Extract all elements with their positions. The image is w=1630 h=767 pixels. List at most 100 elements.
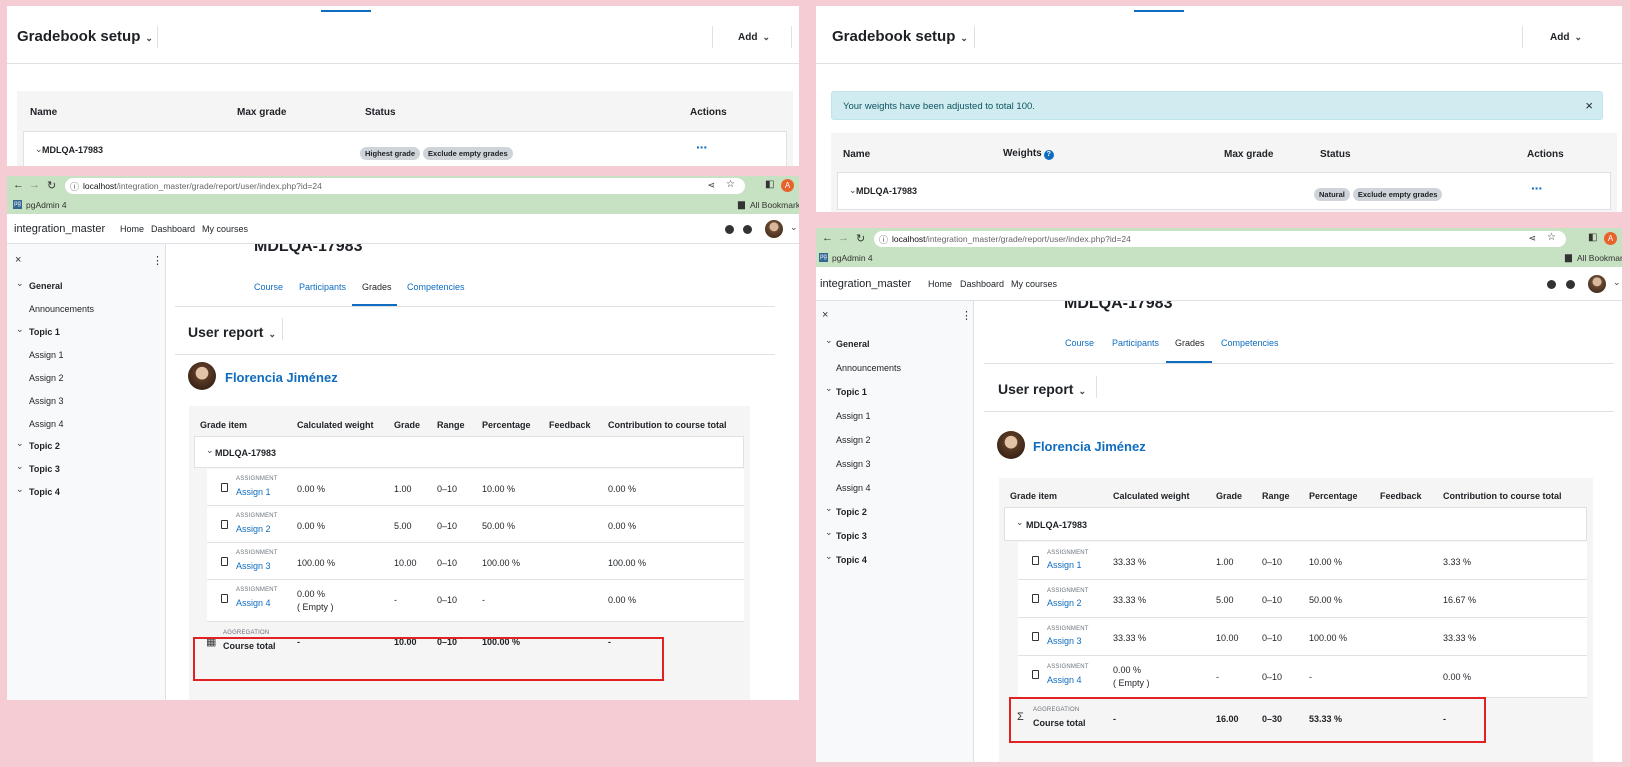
report-selector[interactable]: User report ⌄ [998, 381, 1087, 397]
chevron-down-icon[interactable]: ⌄ [16, 324, 24, 334]
tab-participants[interactable]: Participants [299, 282, 347, 292]
nav-my-courses[interactable]: My courses [202, 224, 249, 234]
all-bookmarks[interactable]: All Bookmarks [750, 200, 799, 210]
reload-icon[interactable]: ↻ [856, 233, 866, 245]
chevron-down-icon[interactable]: ⌄ [16, 484, 24, 494]
bookmark-pgadmin[interactable]: pgAdmin 4 [832, 253, 873, 263]
nav-dashboard[interactable]: Dashboard [960, 279, 1005, 289]
item-name[interactable]: Assign 2 [1047, 598, 1082, 608]
student-name[interactable]: Florencia Jiménez [225, 370, 338, 385]
report-selector[interactable]: User report ⌄ [188, 324, 277, 340]
section-topic-4[interactable]: Topic 4 [29, 487, 60, 497]
kebab-menu-icon[interactable]: ⋮ [961, 310, 972, 322]
section-general[interactable]: General [29, 281, 63, 291]
add-button[interactable]: Add ⌄ [1550, 32, 1582, 43]
section-topic-4[interactable]: Topic 4 [836, 555, 867, 565]
nav-home[interactable]: Home [928, 279, 953, 289]
section-topic-2[interactable]: Topic 2 [836, 507, 867, 517]
item-assign-3[interactable]: Assign 3 [29, 396, 64, 406]
url-bar[interactable]: ⓘ localhost/integration_master/grade/rep… [874, 231, 1566, 247]
chevron-down-icon[interactable]: ⌄ [825, 383, 833, 393]
user-avatar[interactable] [765, 220, 783, 238]
section-topic-3[interactable]: Topic 3 [29, 464, 60, 474]
student-name[interactable]: Florencia Jiménez [1033, 439, 1146, 454]
chevron-down-icon[interactable]: ⌄ [1613, 277, 1621, 287]
actions-menu-icon[interactable]: ··· [696, 139, 708, 155]
tab-grades[interactable]: Grades [362, 282, 392, 292]
share-icon[interactable]: ⋖ [707, 180, 715, 190]
tab-participants[interactable]: Participants [1112, 338, 1160, 348]
star-icon[interactable]: ☆ [1547, 232, 1556, 243]
close-icon[interactable]: × [822, 309, 829, 321]
chevron-down-icon[interactable]: ⌄ [849, 185, 857, 195]
profile-avatar[interactable]: A [781, 179, 794, 192]
kebab-menu-icon[interactable]: ⋮ [152, 255, 163, 267]
forward-icon[interactable]: → [838, 232, 849, 244]
item-name[interactable]: Assign 1 [1047, 560, 1082, 570]
item-assign-2[interactable]: Assign 2 [29, 373, 64, 383]
chat-icon[interactable] [1566, 280, 1575, 289]
sidepanel-icon[interactable]: ◧ [765, 179, 775, 190]
nav-home[interactable]: Home [120, 224, 145, 234]
chat-icon[interactable] [743, 225, 752, 234]
item-name[interactable]: Assign 2 [236, 524, 271, 534]
gradebook-title-menu[interactable]: Gradebook setup ⌄ [832, 28, 968, 45]
section-general[interactable]: General [836, 339, 870, 349]
item-assign-1[interactable]: Assign 1 [29, 350, 64, 360]
tab-course[interactable]: Course [1065, 338, 1095, 348]
chevron-down-icon[interactable]: ⌄ [206, 445, 214, 455]
section-topic-1[interactable]: Topic 1 [29, 327, 60, 337]
sidepanel-icon[interactable]: ◧ [1588, 232, 1598, 243]
item-name[interactable]: Assign 4 [1047, 675, 1082, 685]
nav-my-courses[interactable]: My courses [1011, 279, 1058, 289]
item-assign-1[interactable]: Assign 1 [836, 411, 871, 421]
forward-icon[interactable]: → [29, 179, 40, 191]
close-icon[interactable]: × [1585, 98, 1593, 113]
item-name[interactable]: Assign 1 [236, 487, 271, 497]
star-icon[interactable]: ☆ [726, 179, 735, 190]
add-button[interactable]: Add ⌄ [738, 32, 770, 43]
profile-avatar[interactable]: A [1604, 232, 1617, 245]
nav-dashboard[interactable]: Dashboard [151, 224, 196, 234]
bookmark-pgadmin[interactable]: pgAdmin 4 [26, 200, 67, 210]
item-assign-3[interactable]: Assign 3 [836, 459, 871, 469]
actions-menu-icon[interactable]: ··· [1531, 180, 1543, 196]
item-announcements[interactable]: Announcements [836, 363, 902, 373]
item-name[interactable]: Assign 4 [236, 598, 271, 608]
section-topic-2[interactable]: Topic 2 [29, 441, 60, 451]
back-icon[interactable]: ← [13, 179, 24, 191]
chevron-down-icon[interactable]: ⌄ [825, 335, 833, 345]
site-brand[interactable]: integration_master [14, 223, 106, 235]
item-announcements[interactable]: Announcements [29, 304, 95, 314]
item-assign-4[interactable]: Assign 4 [836, 483, 871, 493]
chevron-down-icon[interactable]: ⌄ [16, 278, 24, 288]
chevron-down-icon[interactable]: ⌄ [16, 438, 24, 448]
gradebook-title-menu[interactable]: Gradebook setup ⌄ [17, 28, 153, 45]
tab-competencies[interactable]: Competencies [407, 282, 465, 292]
url-bar[interactable]: ⓘ localhost/integration_master/grade/rep… [65, 178, 745, 194]
reload-icon[interactable]: ↻ [47, 180, 57, 192]
close-icon[interactable]: × [15, 254, 22, 266]
chevron-down-icon[interactable]: ⌄ [35, 144, 43, 154]
chevron-down-icon[interactable]: ⌄ [825, 503, 833, 513]
site-brand[interactable]: integration_master [820, 278, 912, 290]
share-icon[interactable]: ⋖ [1528, 233, 1536, 243]
back-icon[interactable]: ← [822, 232, 833, 244]
bell-icon[interactable] [1547, 280, 1556, 289]
help-icon[interactable]: ? [1043, 150, 1054, 160]
chevron-down-icon[interactable]: ⌄ [825, 551, 833, 561]
tab-competencies[interactable]: Competencies [1221, 338, 1279, 348]
all-bookmarks[interactable]: All Bookmarks [1577, 253, 1622, 263]
chevron-down-icon[interactable]: ⌄ [825, 527, 833, 537]
section-topic-1[interactable]: Topic 1 [836, 387, 867, 397]
tab-course[interactable]: Course [254, 282, 284, 292]
bell-icon[interactable] [725, 225, 734, 234]
section-topic-3[interactable]: Topic 3 [836, 531, 867, 541]
item-name[interactable]: Assign 3 [1047, 636, 1082, 646]
user-avatar[interactable] [1588, 275, 1606, 293]
chevron-down-icon[interactable]: ⌄ [16, 461, 24, 471]
item-assign-2[interactable]: Assign 2 [836, 435, 871, 445]
chevron-down-icon[interactable]: ⌄ [1016, 517, 1024, 527]
chevron-down-icon[interactable]: ⌄ [790, 222, 798, 232]
tab-grades[interactable]: Grades [1175, 338, 1205, 348]
